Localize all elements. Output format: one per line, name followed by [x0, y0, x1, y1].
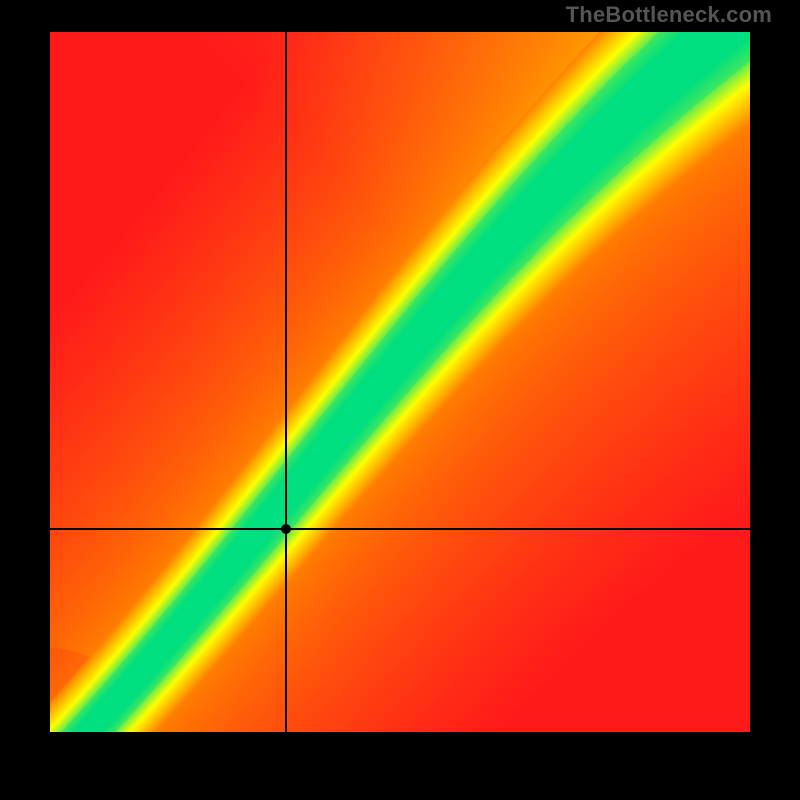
- chart-container: TheBottleneck.com: [0, 0, 800, 800]
- crosshair-horizontal: [50, 528, 750, 530]
- watermark-text: TheBottleneck.com: [566, 2, 772, 28]
- bottleneck-heatmap: [50, 32, 750, 732]
- crosshair-vertical: [285, 32, 287, 732]
- marker-dot: [281, 524, 291, 534]
- plot-area: [50, 32, 750, 732]
